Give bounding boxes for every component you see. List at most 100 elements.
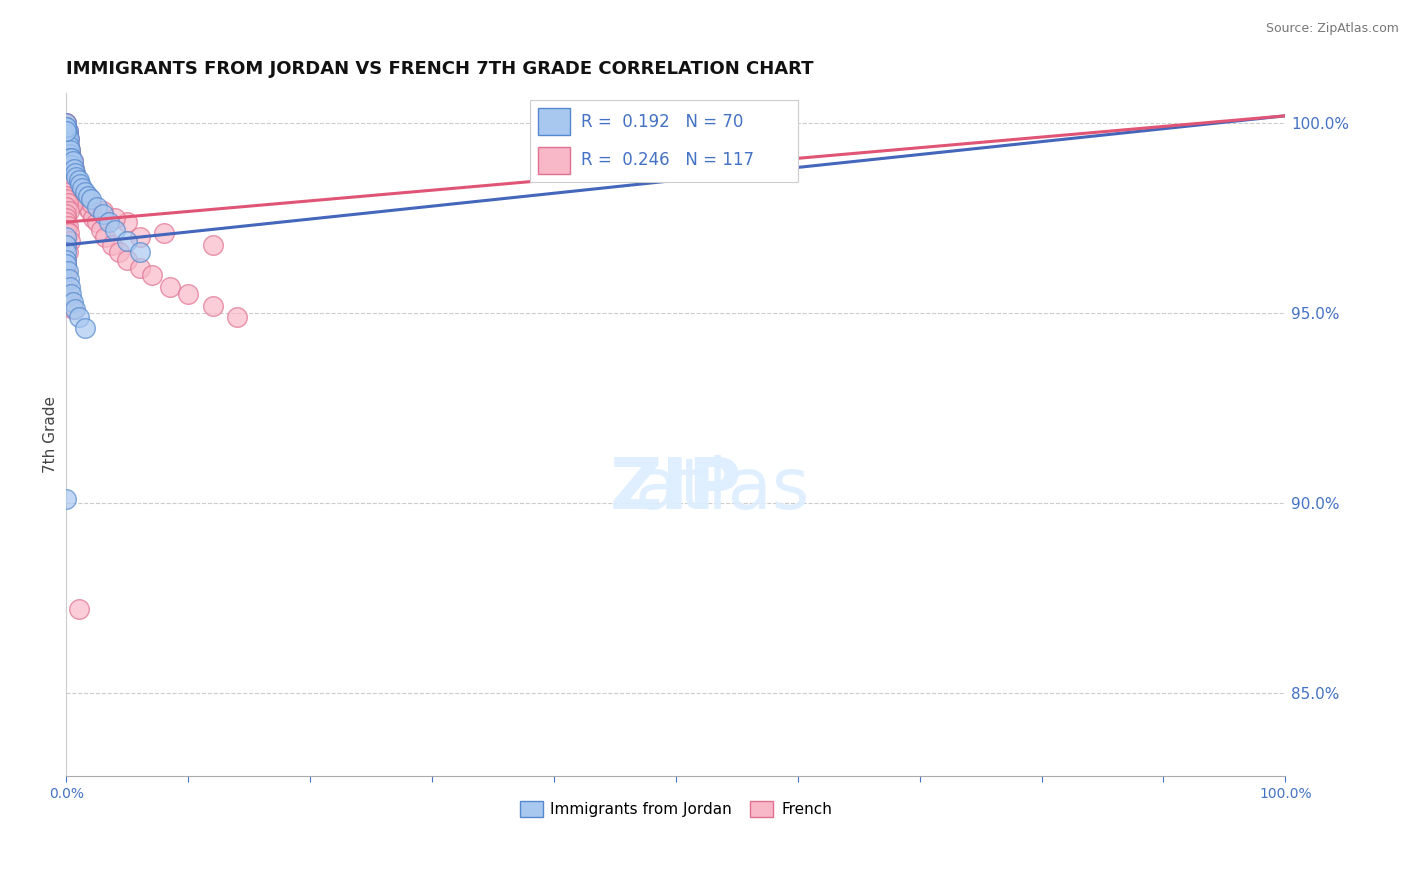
- Point: [60, 151, 83, 165]
- Point: [98, 215, 121, 229]
- Point: [62, 302, 84, 317]
- Point: [58, 131, 80, 145]
- Point: [56, 136, 79, 150]
- Point: [55, 124, 77, 138]
- Text: ZIP: ZIP: [610, 455, 742, 524]
- Point: [141, 268, 163, 283]
- Point: [55, 192, 77, 206]
- Point: [55, 116, 77, 130]
- Point: [56, 146, 79, 161]
- Y-axis label: 7th Grade: 7th Grade: [44, 396, 58, 473]
- Point: [58, 203, 80, 218]
- Point: [94, 230, 117, 244]
- Point: [55, 128, 77, 142]
- Point: [55, 146, 77, 161]
- Point: [62, 161, 84, 176]
- Point: [117, 215, 139, 229]
- Point: [55, 124, 77, 138]
- Point: [62, 196, 84, 211]
- Point: [55, 264, 77, 278]
- Point: [55, 131, 77, 145]
- Point: [62, 161, 84, 176]
- Point: [104, 222, 127, 236]
- Point: [55, 131, 77, 145]
- Point: [77, 188, 100, 202]
- Point: [56, 245, 79, 260]
- Point: [55, 215, 77, 229]
- Point: [60, 151, 83, 165]
- Point: [59, 188, 82, 202]
- Point: [55, 124, 77, 138]
- Point: [55, 124, 77, 138]
- Point: [55, 128, 77, 142]
- Point: [55, 154, 77, 169]
- Point: [117, 253, 139, 268]
- Point: [80, 192, 103, 206]
- Point: [55, 131, 77, 145]
- Point: [58, 139, 80, 153]
- Point: [86, 200, 108, 214]
- Point: [72, 181, 94, 195]
- Point: [82, 211, 104, 226]
- Point: [56, 143, 79, 157]
- Point: [153, 227, 176, 241]
- Point: [58, 185, 80, 199]
- Point: [60, 158, 83, 172]
- Text: IMMIGRANTS FROM JORDAN VS FRENCH 7TH GRADE CORRELATION CHART: IMMIGRANTS FROM JORDAN VS FRENCH 7TH GRA…: [66, 60, 814, 78]
- Point: [55, 143, 77, 157]
- Point: [56, 287, 79, 301]
- Point: [62, 154, 84, 169]
- Point: [59, 154, 82, 169]
- Point: [58, 131, 80, 145]
- Point: [63, 302, 86, 317]
- Point: [55, 120, 77, 135]
- Point: [55, 120, 77, 135]
- Point: [56, 139, 79, 153]
- Point: [55, 181, 77, 195]
- Point: [55, 253, 77, 268]
- Point: [55, 151, 77, 165]
- Point: [55, 139, 77, 153]
- Point: [55, 276, 77, 290]
- Point: [55, 151, 77, 165]
- Point: [86, 215, 108, 229]
- Point: [128, 245, 150, 260]
- Point: [69, 181, 91, 195]
- Point: [55, 120, 77, 135]
- Point: [59, 234, 82, 248]
- Point: [55, 120, 77, 135]
- Point: [55, 116, 77, 130]
- Point: [56, 177, 79, 191]
- Point: [59, 146, 82, 161]
- Point: [62, 294, 84, 309]
- Point: [55, 222, 77, 236]
- Point: [159, 279, 181, 293]
- Point: [55, 136, 77, 150]
- Point: [59, 279, 82, 293]
- Point: [55, 124, 77, 138]
- Point: [117, 234, 139, 248]
- Point: [55, 139, 77, 153]
- Point: [55, 257, 77, 271]
- Point: [56, 146, 79, 161]
- Point: [65, 169, 87, 184]
- Point: [70, 185, 93, 199]
- Point: [56, 139, 79, 153]
- Point: [73, 321, 96, 335]
- Point: [59, 151, 82, 165]
- Point: [58, 154, 80, 169]
- Point: [56, 124, 79, 138]
- Point: [55, 124, 77, 138]
- Point: [58, 181, 80, 195]
- Point: [58, 146, 80, 161]
- Point: [55, 143, 77, 157]
- Point: [128, 260, 150, 275]
- Point: [66, 181, 89, 195]
- Point: [55, 245, 77, 260]
- Point: [62, 154, 84, 169]
- Point: [56, 136, 79, 150]
- Point: [58, 146, 80, 161]
- Point: [56, 264, 79, 278]
- Point: [55, 230, 77, 244]
- Point: [67, 177, 90, 191]
